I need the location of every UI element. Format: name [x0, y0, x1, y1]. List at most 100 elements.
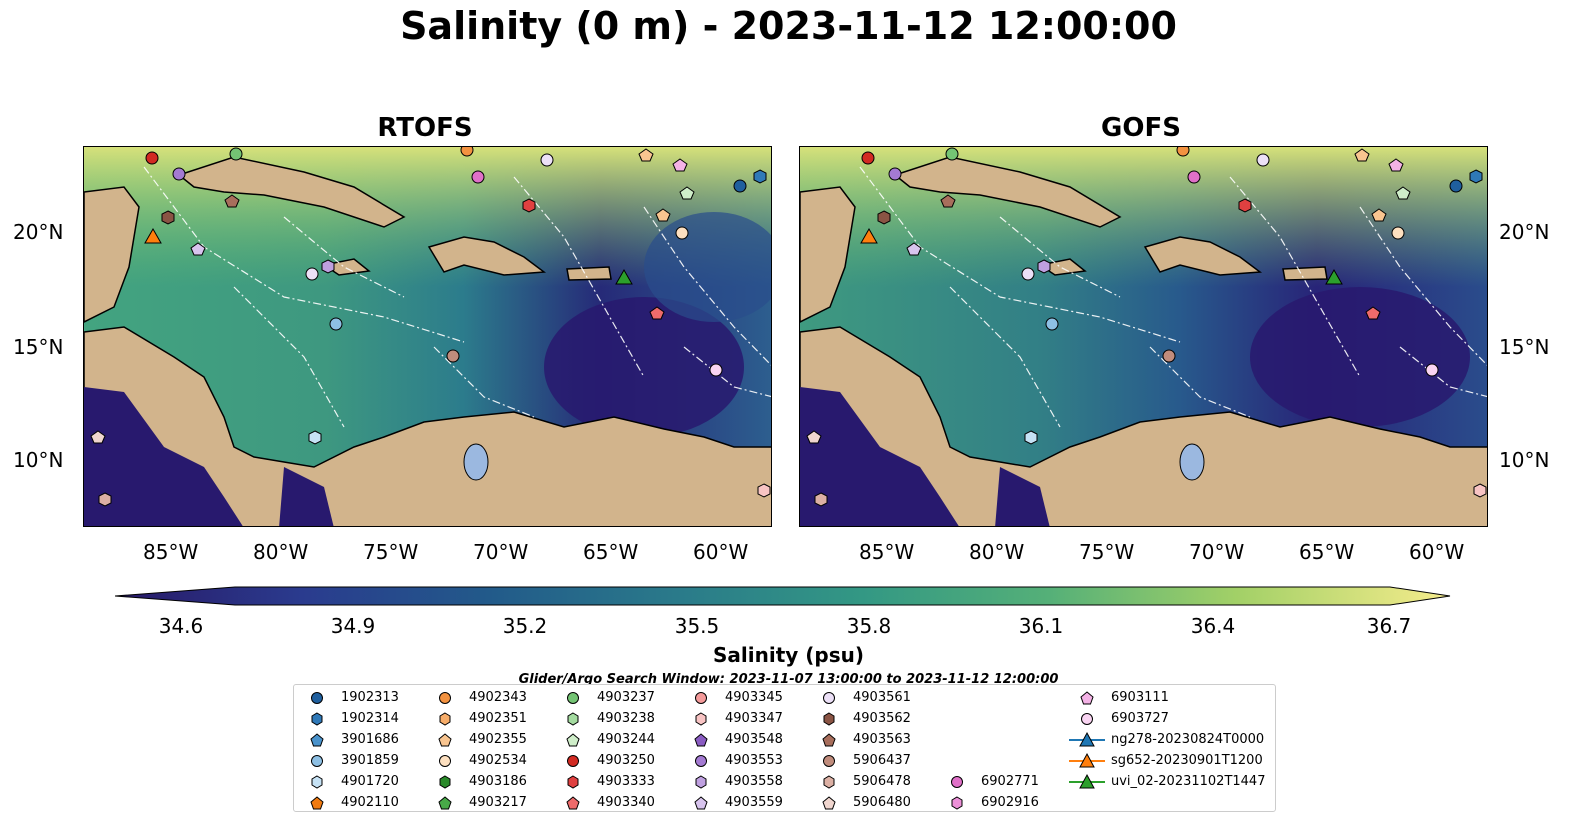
4902351-marker-icon	[439, 711, 451, 726]
float-5906437[interactable]	[446, 349, 460, 363]
float-4901720[interactable]	[1024, 430, 1038, 445]
float-4903559[interactable]	[906, 242, 922, 256]
glider-uvi02[interactable]	[1325, 268, 1343, 285]
legend-entry: 4903548	[681, 729, 783, 750]
float-4901720[interactable]	[308, 430, 322, 445]
cbar-tick-3: 35.5	[674, 614, 720, 638]
legend-entry: 4902351	[425, 708, 527, 729]
float-4903553[interactable]	[172, 167, 186, 181]
float-4903561-b[interactable]	[1021, 267, 1035, 281]
float-1902313[interactable]	[1449, 179, 1463, 193]
float-4903244[interactable]	[679, 186, 695, 200]
float-4903562[interactable]	[877, 210, 891, 225]
legend-label: 4902110	[341, 795, 399, 810]
legend-entry: 4902355	[425, 729, 527, 750]
float-6903727[interactable]	[709, 363, 723, 377]
float-4903333[interactable]	[522, 198, 536, 213]
float-4903563[interactable]	[224, 194, 240, 208]
lon-tick-75w: 75°W	[363, 540, 419, 564]
float-4903340[interactable]	[1365, 306, 1381, 320]
panel-title-gofs: GOFS	[1101, 113, 1181, 143]
legend-entry: sg652-20230901T1200	[1067, 750, 1263, 771]
float-4903237[interactable]	[945, 147, 959, 161]
cbar-tick-6: 36.4	[1190, 614, 1236, 638]
float-4903250[interactable]	[861, 151, 875, 165]
glider-sg652[interactable]	[860, 227, 878, 244]
pacific-low-salinity	[800, 387, 959, 526]
float-6902771[interactable]	[471, 170, 485, 184]
legend-entry: 4902110	[297, 792, 399, 813]
float-4903561-b[interactable]	[305, 267, 319, 281]
float-4903340[interactable]	[649, 306, 665, 320]
cbar-tick-7: 36.7	[1366, 614, 1412, 638]
float-4902351[interactable]	[655, 208, 671, 222]
legend-entry: 4903237	[553, 687, 655, 708]
float-4903562[interactable]	[161, 210, 175, 225]
float-6903727[interactable]	[1425, 363, 1439, 377]
1902314-marker-icon	[311, 711, 323, 726]
float-5906480[interactable]	[90, 430, 106, 444]
float-4903559[interactable]	[190, 242, 206, 256]
float-3901859[interactable]	[329, 317, 343, 331]
float-4902343[interactable]	[460, 147, 474, 157]
float-4903333[interactable]	[1238, 198, 1252, 213]
legend-entry: 4903347	[681, 708, 783, 729]
float-5906478[interactable]	[814, 492, 828, 507]
float-1902313[interactable]	[733, 179, 747, 193]
float-1902314[interactable]	[753, 169, 767, 184]
float-4903244[interactable]	[1395, 186, 1411, 200]
float-4902343[interactable]	[1176, 147, 1190, 157]
4903563-marker-icon	[822, 732, 836, 746]
float-4902355[interactable]	[638, 148, 654, 162]
float-4903561[interactable]	[540, 153, 554, 167]
float-6903111[interactable]	[1388, 158, 1404, 172]
yucatan-land	[84, 186, 140, 323]
legend-label: 4903250	[597, 753, 655, 768]
float-4903563[interactable]	[940, 194, 956, 208]
float-4903250[interactable]	[145, 151, 159, 165]
float-4902534[interactable]	[1391, 226, 1405, 240]
float-3901859[interactable]	[1045, 317, 1059, 331]
float-4903558[interactable]	[1037, 259, 1051, 274]
panel-title-rtofs: RTOFS	[377, 113, 473, 143]
float-4903558[interactable]	[321, 259, 335, 274]
central-south-america-land	[84, 326, 771, 526]
glider-sg652[interactable]	[144, 227, 162, 244]
lon-tick-65w: 65°W	[583, 540, 639, 564]
float-4903347[interactable]	[757, 483, 771, 498]
float-1902314[interactable]	[1469, 169, 1483, 184]
5906480-marker-icon	[822, 795, 836, 809]
float-4902355[interactable]	[1354, 148, 1370, 162]
cbar-tick-5: 36.1	[1018, 614, 1064, 638]
4903553-marker-icon	[695, 754, 707, 767]
float-4903237[interactable]	[229, 147, 243, 161]
float-4902351[interactable]	[1371, 208, 1387, 222]
legend-label: 4902355	[469, 732, 527, 747]
float-5906478[interactable]	[98, 492, 112, 507]
legend: 1902313 1902314 3901686 3901859 4901720 49021…	[293, 684, 1276, 812]
glider-uvi02[interactable]	[615, 268, 633, 285]
legend-label: 1902314	[341, 711, 399, 726]
4903333-marker-icon	[567, 774, 579, 789]
legend-label: 4903548	[725, 732, 783, 747]
float-5906480[interactable]	[806, 430, 822, 444]
legend-label: 4901720	[341, 774, 399, 789]
float-5906437[interactable]	[1162, 349, 1176, 363]
legend-label: 4903347	[725, 711, 783, 726]
float-6902771[interactable]	[1187, 170, 1201, 184]
4903558-marker-icon	[695, 774, 707, 789]
legend-entry: 1902314	[297, 708, 399, 729]
legend-label: 4903562	[853, 711, 911, 726]
float-6903111[interactable]	[672, 158, 688, 172]
eez-boundaries	[859, 166, 1487, 428]
4901720-marker-icon	[311, 774, 323, 789]
5906437-marker-icon	[823, 754, 835, 767]
eez-boundaries	[143, 166, 771, 428]
4902110-marker-icon	[310, 795, 324, 809]
legend-label: 4903563	[853, 732, 911, 747]
float-4902534[interactable]	[675, 226, 689, 240]
float-4903553[interactable]	[888, 167, 902, 181]
legend-entry: 4901720	[297, 771, 399, 792]
float-4903561[interactable]	[1256, 153, 1270, 167]
float-4903347[interactable]	[1473, 483, 1487, 498]
